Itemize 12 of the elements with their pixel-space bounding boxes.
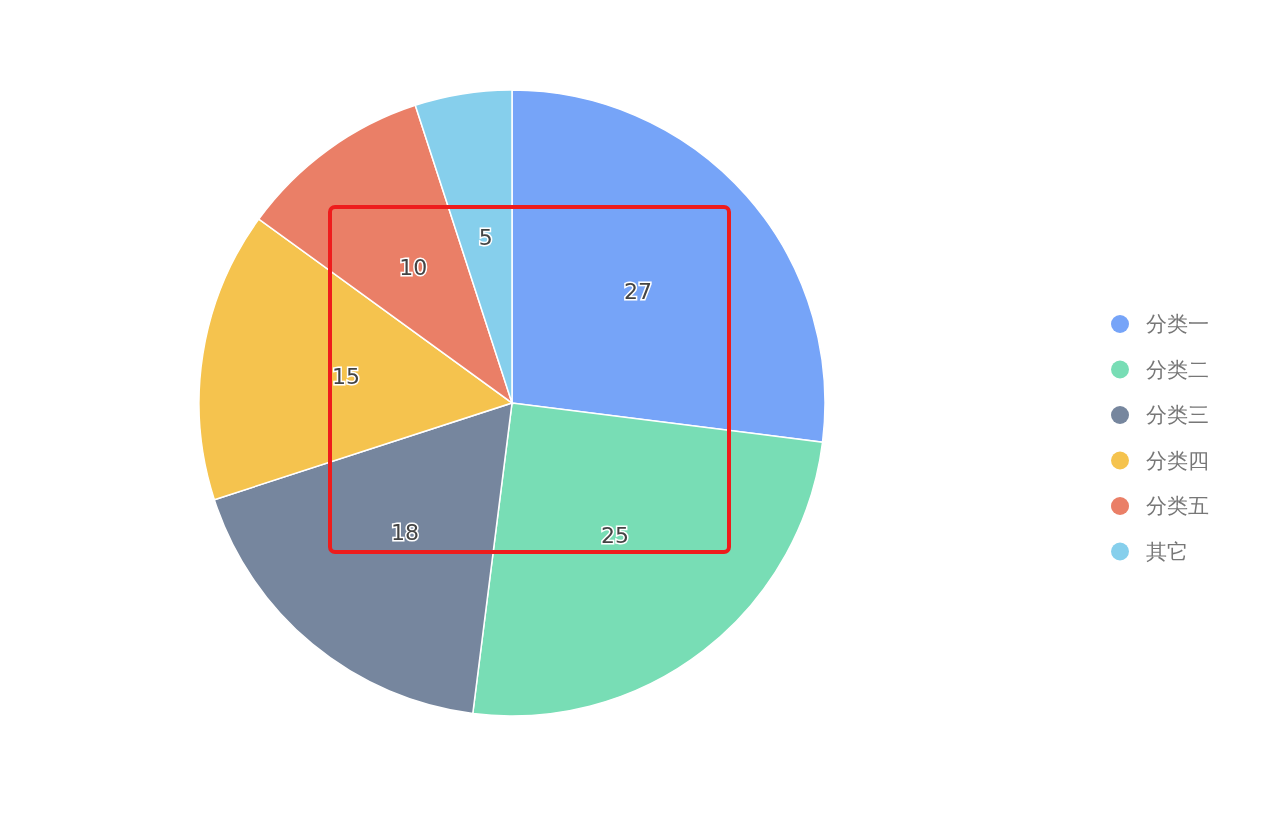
data-label: 18: [390, 519, 419, 545]
legend-label: 分类五: [1146, 494, 1209, 518]
data-label: 5: [478, 224, 493, 250]
legend-label: 分类一: [1146, 312, 1209, 336]
legend-label: 分类二: [1146, 357, 1209, 382]
data-label: 25: [600, 523, 629, 549]
data-label: 10: [399, 254, 428, 280]
legend-label: 分类四: [1146, 448, 1209, 473]
legend-label: 分类三: [1146, 403, 1209, 427]
legend-label: 其它: [1146, 539, 1188, 564]
data-label: 27: [624, 279, 653, 305]
data-label: 15: [332, 364, 361, 390]
